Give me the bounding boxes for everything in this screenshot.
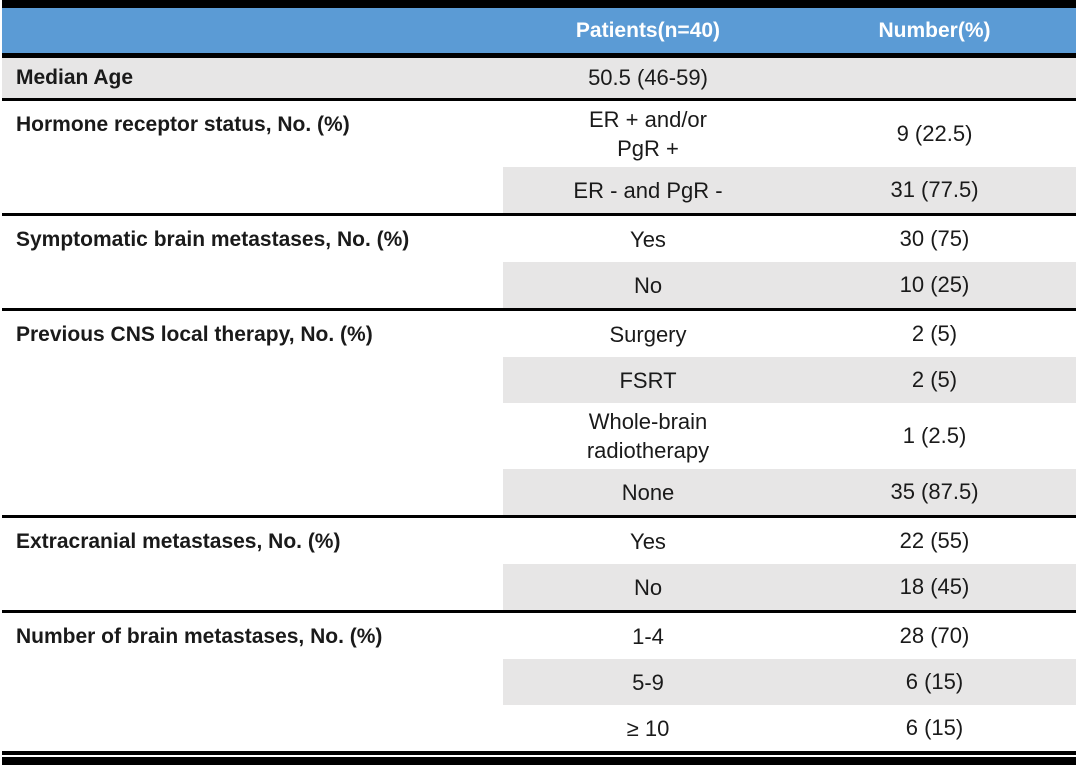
row-category: 5-9 — [632, 669, 664, 695]
section-rows: ER + and/or PgR + 9 (22.5) ER - and PgR … — [503, 101, 1076, 213]
row-category: Whole-brain radiotherapy — [586, 409, 710, 463]
table-top-border — [2, 0, 1076, 8]
row-category: FSRT — [619, 367, 677, 393]
row-label: Median Age — [16, 66, 134, 89]
row-category: Yes — [630, 226, 666, 252]
row-value: 31 (77.5) — [890, 177, 979, 202]
section-divider — [2, 610, 1076, 613]
table-header-row: Patients(n=40) Number(%) — [2, 8, 1076, 53]
row-category: ER - and PgR - — [573, 177, 723, 203]
row-value: 9 (22.5) — [896, 121, 973, 146]
section-label: Symptomatic brain metastases, No. (%) — [16, 228, 410, 251]
table-row: None 35 (87.5) — [503, 469, 1076, 515]
table-row: 1-4 28 (70) — [503, 613, 1076, 659]
table-row: ER + and/or PgR + 9 (22.5) — [503, 101, 1076, 167]
row-value: 1 (2.5) — [902, 423, 967, 448]
row-category: Yes — [630, 528, 666, 554]
section-number-of-brain-metastases: Number of brain metastases, No. (%) 1-4 … — [2, 613, 1076, 751]
section-label: Extracranial metastases, No. (%) — [16, 530, 341, 553]
row-value: 6 (15) — [905, 669, 964, 694]
header-cell-patients: Patients(n=40) — [575, 18, 721, 42]
section-symptomatic-brain-metastases: Symptomatic brain metastases, No. (%) Ye… — [2, 216, 1076, 308]
table-row: Whole-brain radiotherapy 1 (2.5) — [503, 403, 1076, 469]
row-category: None — [621, 479, 675, 505]
table-row: 5-9 6 (15) — [503, 659, 1076, 705]
section-rows: Yes 22 (55) No 18 (45) — [503, 518, 1076, 610]
row-value: 2 (5) — [911, 321, 958, 346]
row-value: 28 (70) — [899, 623, 970, 648]
section-divider — [2, 213, 1076, 216]
table: Patients(n=40) Number(%) Median Age 50.5… — [2, 0, 1076, 765]
row-category: 1-4 — [632, 623, 664, 649]
row-value: 35 (87.5) — [890, 479, 979, 504]
row-value: 30 (75) — [899, 226, 970, 251]
row-category: No — [633, 574, 663, 600]
row-value: 22 (55) — [899, 528, 970, 553]
section-label: Previous CNS local therapy, No. (%) — [16, 323, 373, 346]
row-value: 18 (45) — [899, 574, 970, 599]
table-row: ≥ 10 6 (15) — [503, 705, 1076, 751]
section-rows: Surgery 2 (5) FSRT 2 (5) Whole-brain rad… — [503, 311, 1076, 515]
section-divider — [2, 98, 1076, 101]
section-hormone-receptor: Hormone receptor status, No. (%) ER + an… — [2, 101, 1076, 213]
table-bottom-border — [2, 755, 1076, 765]
table-row: No 10 (25) — [503, 262, 1076, 308]
table-row: Yes 22 (55) — [503, 518, 1076, 564]
table-row: FSRT 2 (5) — [503, 357, 1076, 403]
row-value: 6 (15) — [905, 715, 964, 740]
table-row: Surgery 2 (5) — [503, 311, 1076, 357]
table-row: Yes 30 (75) — [503, 216, 1076, 262]
section-rows: 1-4 28 (70) 5-9 6 (15) ≥ 10 6 (15) — [503, 613, 1076, 751]
section-label: Number of brain metastases, No. (%) — [16, 625, 383, 648]
section-divider — [2, 515, 1076, 518]
row-median-age: Median Age 50.5 (46-59) — [2, 58, 1076, 98]
row-category: 50.5 (46-59) — [588, 65, 708, 90]
row-category: ≥ 10 — [626, 715, 670, 741]
row-category: Surgery — [609, 321, 687, 347]
row-category: No — [633, 272, 663, 298]
section-rows: Yes 30 (75) No 10 (25) — [503, 216, 1076, 308]
table-row: No 18 (45) — [503, 564, 1076, 610]
header-divider — [2, 53, 1076, 58]
section-divider — [2, 308, 1076, 311]
section-previous-cns-therapy: Previous CNS local therapy, No. (%) Surg… — [2, 311, 1076, 515]
table-row: ER - and PgR - 31 (77.5) — [503, 167, 1076, 213]
section-extracranial-metastases: Extracranial metastases, No. (%) Yes 22 … — [2, 518, 1076, 610]
section-label: Hormone receptor status, No. (%) — [16, 113, 350, 136]
row-value: 2 (5) — [911, 367, 958, 392]
row-category: ER + and/or PgR + — [588, 107, 707, 161]
row-value: 10 (25) — [899, 272, 970, 297]
header-cell-number: Number(%) — [878, 18, 991, 42]
